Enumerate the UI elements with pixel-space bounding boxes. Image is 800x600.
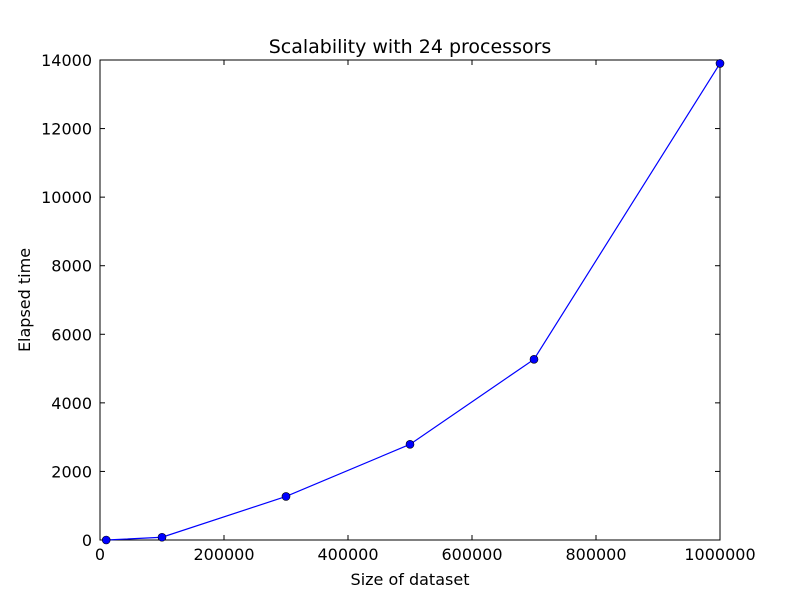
data-point <box>405 440 415 449</box>
y-tick-label: 6000 <box>51 325 92 344</box>
x-tick-label: 800000 <box>565 545 626 564</box>
y-tick-label: 10000 <box>41 188 92 207</box>
x-tick-label: 600000 <box>441 545 502 564</box>
series-group <box>101 59 725 545</box>
data-point <box>281 492 291 501</box>
data-point <box>101 535 111 545</box>
y-tick-label: 2000 <box>51 462 92 481</box>
series-line <box>106 63 721 541</box>
data-point <box>529 355 539 364</box>
x-axis-ticks: 0 200000 400000 600000 800000 1000000 <box>95 60 756 564</box>
y-axis-ticks: 0 2000 4000 6000 8000 10000 12000 14000 <box>41 51 720 550</box>
x-axis-label: Size of dataset <box>351 570 470 589</box>
y-axis-label: Elapsed time <box>15 248 34 352</box>
chart-title: Scalability with 24 processors <box>269 36 552 58</box>
plot-area <box>99 59 721 541</box>
data-point <box>715 59 725 68</box>
y-tick-label: 8000 <box>51 257 92 276</box>
y-tick-label: 4000 <box>51 394 92 413</box>
y-tick-label: 12000 <box>41 120 92 139</box>
x-tick-label: 1000000 <box>684 545 755 564</box>
y-tick-label: 0 <box>82 531 92 550</box>
x-tick-label: 200000 <box>193 545 254 564</box>
y-tick-label: 14000 <box>41 51 92 70</box>
data-point <box>157 532 167 542</box>
x-tick-label: 400000 <box>317 545 378 564</box>
x-tick-label: 0 <box>95 545 105 564</box>
plot-frame <box>99 59 721 541</box>
